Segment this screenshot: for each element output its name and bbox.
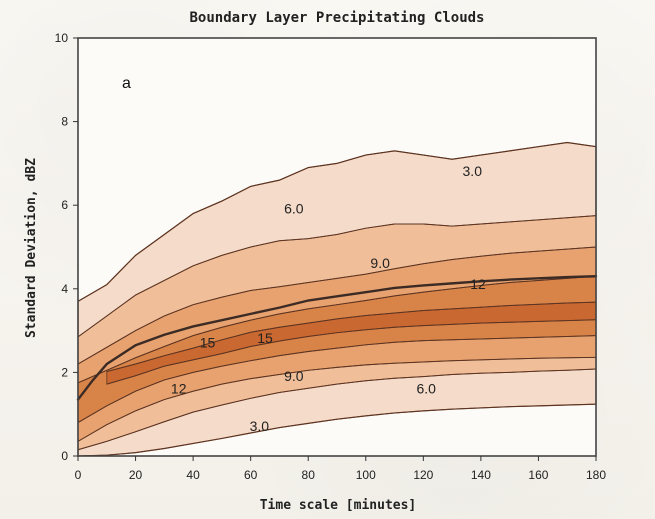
y-tick-label-1: 2 xyxy=(61,365,68,379)
contour-label-3: 12 xyxy=(470,276,486,292)
contour-line-6-upper xyxy=(77,215,597,338)
contour-label-9: 3.0 xyxy=(250,418,270,434)
mean-curve xyxy=(76,275,598,401)
y-tick-label-4: 8 xyxy=(61,115,68,129)
plot-area: 3.0 6.0 9.0 12 15 15 9.0 12 6.0 3.0 xyxy=(76,37,598,457)
plot-border xyxy=(77,37,597,457)
contour-line-12-lower xyxy=(77,335,597,423)
x-tick-label-3: 60 xyxy=(244,468,258,482)
contour-label-4: 15 xyxy=(200,334,216,350)
y-axis-label: Standard Deviation, dBZ xyxy=(24,158,39,338)
x-tick-label-4: 80 xyxy=(302,468,316,482)
x-tick-label-0: 0 xyxy=(75,468,82,482)
y-tick-label-0: 0 xyxy=(61,449,68,463)
y-tick-label-3: 6 xyxy=(61,198,68,212)
panel-label: a xyxy=(122,75,131,92)
mean-curve-layer xyxy=(76,275,598,401)
chart-title: Boundary Layer Precipitating Clouds xyxy=(189,10,484,26)
contour-label-7: 12 xyxy=(171,380,187,396)
x-tick-label-8: 160 xyxy=(528,468,548,482)
contour-label-6: 9.0 xyxy=(284,368,304,384)
x-tick-label-5: 100 xyxy=(356,468,376,482)
contour-label-1: 6.0 xyxy=(284,201,304,217)
y-axis: 0 2 4 6 8 10 xyxy=(55,31,78,463)
x-tick-label-6: 120 xyxy=(413,468,433,482)
contour-lines xyxy=(77,141,597,457)
x-tick-label-7: 140 xyxy=(471,468,491,482)
x-tick-label-9: 180 xyxy=(586,468,606,482)
contour-label-2: 9.0 xyxy=(370,255,390,271)
contour-line-6-lower xyxy=(77,368,597,451)
x-axis: 0 20 40 60 80 100 120 140 160 180 xyxy=(75,456,606,482)
x-tick-label-1: 20 xyxy=(129,468,143,482)
contour-line-9-upper xyxy=(77,246,597,365)
contour-label-8: 6.0 xyxy=(416,380,436,396)
y-tick-label-5: 10 xyxy=(55,31,69,45)
contour-line-3-upper xyxy=(77,141,597,302)
x-axis-label: Time scale [minutes] xyxy=(260,498,417,513)
x-tick-label-2: 40 xyxy=(186,468,200,482)
contour-line-15-upper xyxy=(106,301,597,373)
contour-line-9-lower xyxy=(77,356,597,442)
contour-label-0: 3.0 xyxy=(463,163,483,179)
contour-line-3-lower xyxy=(77,403,597,457)
contour-line-12-upper xyxy=(77,275,597,384)
contour-labels: 3.0 6.0 9.0 12 15 15 9.0 12 6.0 3.0 xyxy=(171,163,486,434)
y-tick-label-2: 4 xyxy=(61,282,68,296)
contour-line-15-lower xyxy=(106,319,597,385)
contour-label-5: 15 xyxy=(257,330,273,346)
